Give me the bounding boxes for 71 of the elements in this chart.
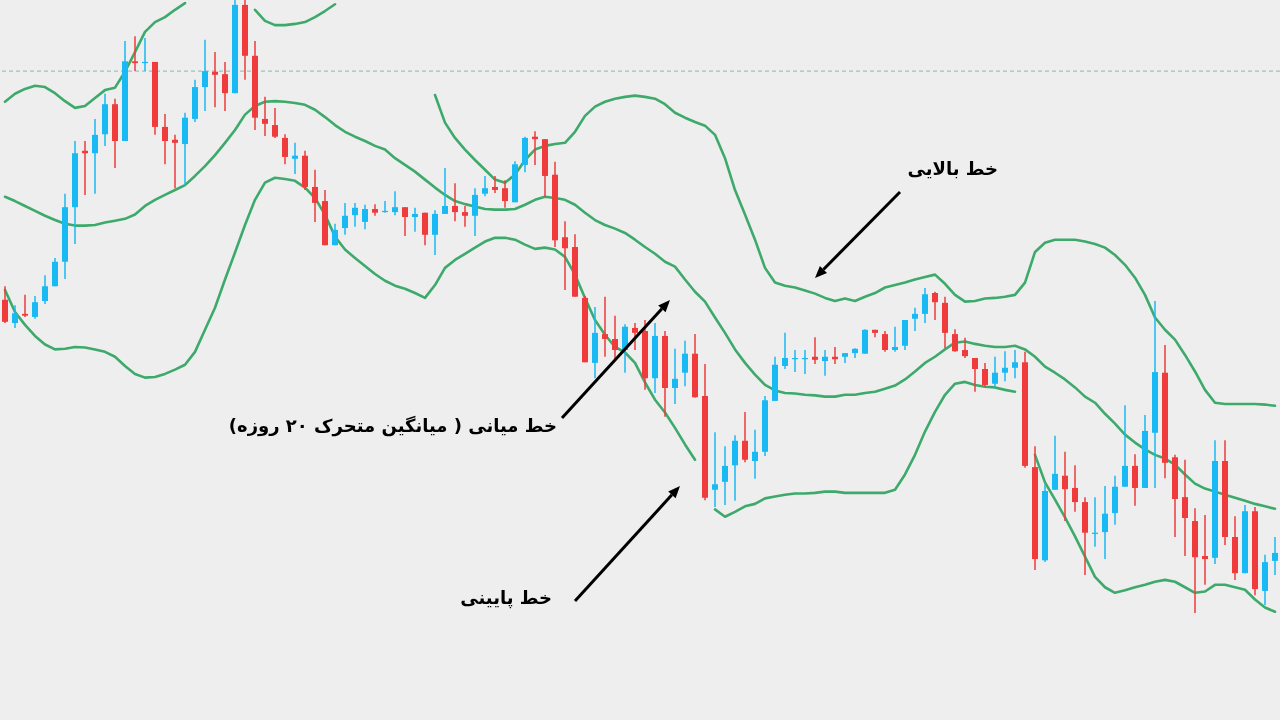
candlestick xyxy=(1002,350,1008,383)
annotation: خط پایینی xyxy=(460,587,552,608)
candlestick xyxy=(952,328,958,353)
candlestick xyxy=(352,202,358,228)
candlestick xyxy=(492,175,498,194)
candlestick xyxy=(892,325,898,353)
candlestick xyxy=(32,295,38,320)
candlestick xyxy=(862,328,868,355)
candlestick xyxy=(162,113,168,166)
candlestick xyxy=(262,96,268,137)
candlestick xyxy=(982,362,988,388)
candlestick xyxy=(362,203,368,231)
candlestick xyxy=(932,291,938,321)
candlestick xyxy=(962,337,968,359)
candlestick xyxy=(172,134,178,189)
candlestick xyxy=(1062,451,1068,522)
candlestick xyxy=(612,314,618,361)
candlestick xyxy=(372,203,378,217)
candlestick xyxy=(712,431,718,508)
candlestick xyxy=(22,294,28,318)
candlestick xyxy=(132,35,138,72)
candlestick xyxy=(342,202,348,236)
candlestick xyxy=(282,133,288,166)
candlestick xyxy=(272,107,278,139)
candlestick xyxy=(562,220,568,291)
candlestick xyxy=(632,322,638,351)
candlestick xyxy=(412,207,418,233)
candlestick xyxy=(1182,459,1188,557)
candlestick xyxy=(452,182,458,223)
candlestick xyxy=(1272,536,1278,576)
candlestick xyxy=(202,39,208,112)
candlestick xyxy=(292,142,298,175)
candlestick xyxy=(682,340,688,387)
candlestick xyxy=(972,357,978,393)
candlestick xyxy=(752,428,758,480)
candlestick xyxy=(442,167,448,215)
candlestick xyxy=(742,411,748,463)
annotation: خط بالایی xyxy=(907,158,998,179)
candlestick xyxy=(2,285,8,324)
candlestick xyxy=(672,348,678,405)
candlestick xyxy=(822,349,828,377)
candlestick xyxy=(882,330,888,353)
candlestick xyxy=(462,205,468,228)
candlestick xyxy=(1012,349,1018,379)
candlestick xyxy=(502,179,508,209)
candlestick xyxy=(992,356,998,388)
candlestick xyxy=(1052,435,1058,491)
candlestick xyxy=(1102,485,1108,560)
candlestick xyxy=(1202,514,1208,586)
candlestick xyxy=(912,306,918,332)
candlestick xyxy=(42,274,48,305)
candlestick xyxy=(312,169,318,223)
candlestick xyxy=(422,211,428,246)
annotation: خط میانی ( میانگین متحرک ۲۰ روزه) xyxy=(228,415,557,436)
candlestick xyxy=(402,206,408,237)
candlestick xyxy=(812,336,818,365)
candlestick xyxy=(12,304,18,329)
candlestick xyxy=(482,175,488,197)
candlestick xyxy=(212,51,218,109)
candlestick xyxy=(782,332,788,370)
candlestick xyxy=(432,209,438,256)
candlestick xyxy=(1132,453,1138,507)
candlestick xyxy=(1072,464,1078,513)
candlestick xyxy=(92,118,98,195)
candlestick xyxy=(392,190,398,216)
candlestick xyxy=(222,61,228,112)
candlestick xyxy=(602,295,608,358)
candlestick xyxy=(472,187,478,237)
candlestick xyxy=(1122,404,1128,488)
candlestick xyxy=(722,445,728,506)
candlestick xyxy=(922,287,928,324)
